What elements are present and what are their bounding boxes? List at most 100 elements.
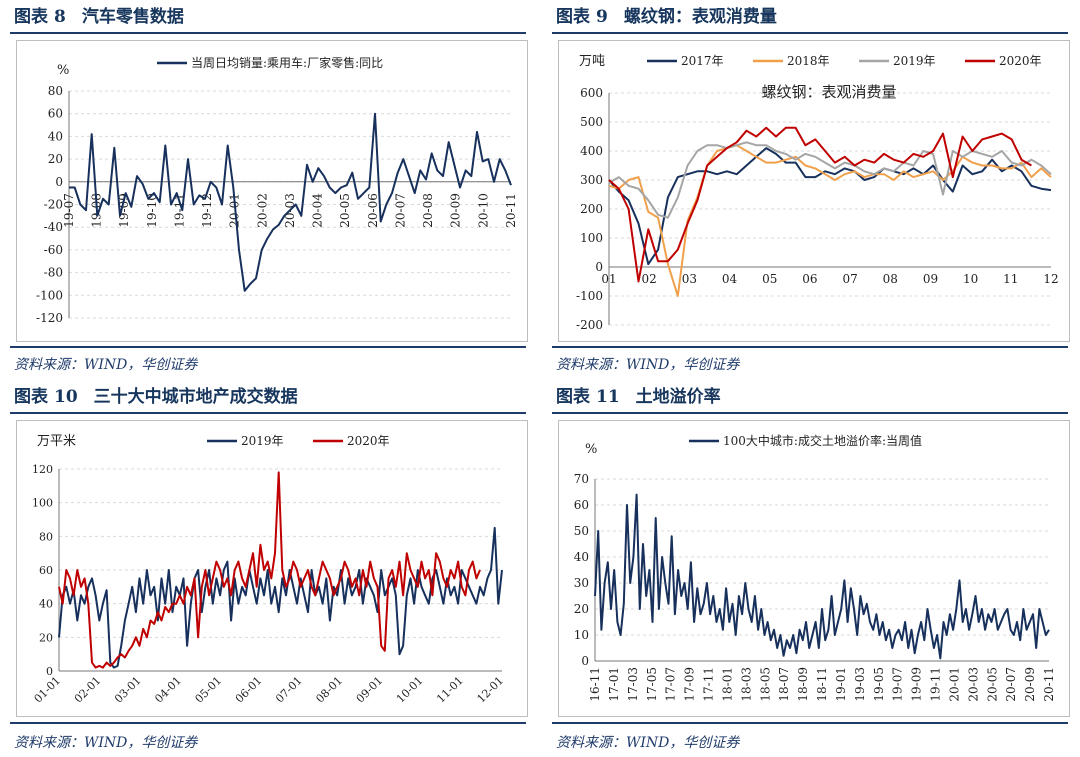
x-tick-label: 17-03 [626, 667, 640, 702]
source-rule [10, 722, 526, 724]
series-line-1 [608, 144, 1052, 297]
y-tick-label: -100 [36, 288, 63, 302]
y-tick-label: 20 [48, 152, 63, 166]
series-line-0 [58, 526, 503, 669]
chart-frame: 0 20 40 60 80 100 120 万平米 01-01 02-01 03-01 04-01 05… [16, 420, 528, 717]
legend-label: 当周日均销量:乘用车:厂家零售:同比 [191, 55, 383, 70]
y-tick-label: -120 [36, 311, 63, 325]
x-tick-label: 07-01 [273, 674, 305, 706]
figure-title: 土地溢价率 [635, 387, 721, 407]
y-tick-label: -40 [44, 220, 63, 234]
x-tick-label: 18-09 [796, 667, 810, 702]
y-tick-label: 600 [580, 86, 603, 100]
x-tick-label: 20-11 [1042, 667, 1056, 702]
legend-label: 2019年 [241, 434, 284, 448]
x-tick-label: 16-11 [588, 667, 602, 702]
y-tick-label: 20 [574, 602, 589, 616]
x-tick-label: 20-07 [394, 193, 408, 228]
figure-number: 10 [54, 387, 78, 407]
x-tick-label: 04-01 [152, 674, 184, 706]
y-tick-label: 40 [574, 550, 589, 564]
y-tick-label: -100 [576, 289, 603, 303]
x-tick-label: 18-11 [815, 667, 829, 702]
x-tick-label: 03 [682, 272, 697, 286]
x-tick-label: 20-11 [504, 193, 518, 228]
y-tick-label: 400 [580, 144, 603, 158]
y-tick-label: 300 [580, 173, 603, 187]
y-tick-label: -20 [44, 198, 63, 212]
x-tick-label: 20-03 [966, 667, 980, 702]
y-tick-label: 100 [580, 231, 603, 245]
figure-number: 11 [596, 387, 620, 407]
x-tick-label: 06-01 [233, 674, 265, 706]
x-tick-label: 08 [883, 272, 898, 286]
x-tick-label: 19-07 [62, 193, 76, 228]
x-tick-label: 20-07 [1004, 667, 1018, 702]
source-rule [552, 722, 1068, 724]
title-rule [10, 412, 526, 414]
x-tick-label: 02 [642, 272, 657, 286]
x-tick-label: 20-02 [255, 193, 269, 228]
x-tick-label: 07 [842, 272, 857, 286]
x-tick-label: 04 [722, 272, 738, 286]
panel-title: 图表 11 土地溢价率 [556, 384, 721, 410]
chart-svg-property-sales: 0 20 40 60 80 100 120 万平米 01-01 02-01 03-01 04-01 05… [32, 434, 507, 706]
x-tick-label: 01-01 [32, 674, 64, 706]
x-tick-label: 03-01 [112, 674, 144, 706]
chart-svg-land-premium: 0 10 20 30 40 50 60 70% 16-11 17-01 17-03 17-05 17-0… [574, 433, 1056, 702]
y-tick-label: 0 [595, 260, 603, 274]
x-tick-label: 05-01 [193, 674, 225, 706]
chart-frame: 0 10 20 30 40 50 60 70% 16-11 17-01 17-03 17-05 17-0… [558, 420, 1070, 717]
panel-chart-8: 图表 8 汽车零售数据 -120 -100 -80 -60 -40 -20 0 20 40 60 80%… [10, 0, 530, 378]
y-tick-label: -80 [44, 266, 63, 280]
y-tick-label: 60 [39, 564, 53, 577]
x-tick-label: 18-05 [758, 667, 772, 702]
x-tick-label: 10 [963, 272, 978, 286]
panel-title: 图表 8 汽车零售数据 [14, 4, 184, 30]
x-tick-label: 20-09 [1023, 667, 1037, 702]
source-rule [10, 346, 526, 348]
y-tick-label: 60 [574, 498, 589, 512]
figure-prefix: 图表 [556, 7, 590, 27]
panel-title: 图表 9 螺纹钢：表观消费量 [556, 4, 777, 30]
figure-prefix: 图表 [556, 387, 590, 407]
source-note: 资料来源：WIND，华创证券 [556, 357, 740, 373]
figure-number: 9 [596, 7, 608, 27]
title-rule [552, 32, 1068, 34]
x-tick-label: 10-01 [394, 674, 426, 706]
y-tick-label: 20 [39, 631, 53, 644]
x-tick-label: 18-01 [720, 667, 734, 702]
figure-prefix: 图表 [14, 7, 48, 27]
x-tick-label: 19-01 [834, 667, 848, 702]
y-tick-label: 80 [48, 84, 63, 98]
x-tick-label: 18-07 [777, 667, 791, 702]
legend-label: 2020年 [999, 54, 1042, 68]
x-tick-label: 20-10 [476, 193, 490, 228]
x-tick-label: 20-01 [947, 667, 961, 702]
x-tick-label: 08-01 [313, 674, 345, 706]
x-tick-label: 12 [1043, 272, 1058, 286]
panel-chart-10: 图表 10 三十大中城市地产成交数据 0 20 40 60 80 100 120 万平米 01-01… [10, 380, 530, 757]
chart-frame: -120 -100 -80 -60 -40 -20 0 20 40 60 80% 19-07 19-08… [16, 40, 528, 342]
y-tick-label: 70 [574, 472, 589, 486]
x-tick-label: 06 [802, 272, 817, 286]
x-tick-label: 17-01 [607, 667, 621, 702]
x-tick-label: 17-11 [702, 667, 716, 702]
figure-title: 螺纹钢：表观消费量 [623, 7, 777, 27]
x-tick-label: 20-05 [338, 193, 352, 228]
x-tick-label: 19-11 [929, 667, 943, 702]
source-note: 资料来源：WIND，华创证券 [556, 735, 740, 751]
y-tick-label: 500 [580, 115, 603, 129]
title-rule [10, 32, 526, 34]
x-tick-label: 20-09 [449, 193, 463, 228]
x-tick-label: 19-07 [891, 667, 905, 702]
legend-label: 100大中城市:成交土地溢价率:当周值 [723, 433, 922, 448]
y-tick-label: 50 [574, 524, 589, 538]
y-tick-label: 40 [48, 129, 63, 143]
x-tick-label: 09 [923, 272, 938, 286]
x-tick-label: 18-03 [739, 667, 753, 702]
x-tick-label: 20-06 [366, 193, 380, 228]
figure-number: 8 [54, 7, 66, 27]
figure-title: 汽车零售数据 [81, 7, 184, 27]
